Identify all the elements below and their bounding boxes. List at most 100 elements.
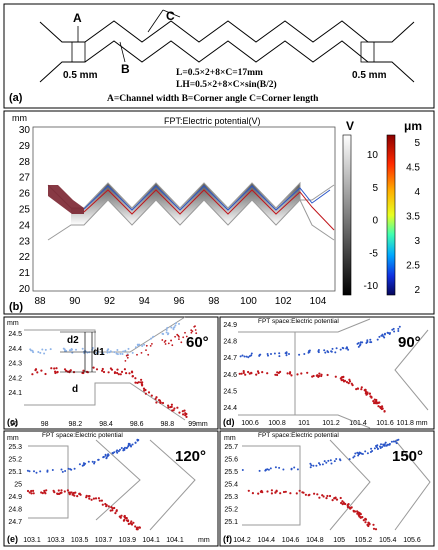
cbar-color-ticks: 5 4.5 4 3.5 3 2.5 2 xyxy=(406,138,420,296)
particle-dot xyxy=(87,460,90,463)
particle-dot xyxy=(360,388,363,391)
particle-dot xyxy=(123,515,126,518)
particle-dot xyxy=(369,338,372,341)
particle-dot xyxy=(383,444,386,447)
particle-dot xyxy=(69,369,72,372)
panel-e-title: FPT space:Electric potential xyxy=(42,432,123,439)
particle-dot xyxy=(97,458,100,461)
particle-dot xyxy=(161,339,164,341)
particle-dot xyxy=(37,351,40,353)
particle-dot xyxy=(143,389,146,392)
particle-dot xyxy=(105,456,108,459)
particle-dot xyxy=(316,374,319,377)
particle-dot xyxy=(362,519,365,522)
particle-dot xyxy=(303,353,306,355)
panel-a-frame xyxy=(3,3,435,109)
particle-dot xyxy=(286,372,289,375)
cbar-color-tick-4: 3 xyxy=(414,236,420,247)
particle-dot xyxy=(296,373,299,376)
d-xtick-6: 101.8 mm xyxy=(396,420,427,427)
particle-dot xyxy=(30,489,33,493)
particle-dot xyxy=(364,388,367,391)
particle-dot xyxy=(379,445,381,448)
particle-dot xyxy=(319,463,321,466)
particle-dot xyxy=(178,338,180,340)
particle-dot xyxy=(356,512,359,515)
particle-dot xyxy=(150,337,152,340)
particle-dot xyxy=(107,371,110,374)
panel-b-y-unit: mm xyxy=(12,113,27,123)
particle-dot xyxy=(258,469,261,472)
b-ytick-4: 26 xyxy=(19,189,31,200)
particle-dot xyxy=(60,491,63,494)
particle-dot xyxy=(55,367,58,370)
panel-e-y-ticks: 25.3 25.2 25.1 25 24.9 24.8 24.7 xyxy=(8,444,22,526)
particle-dot xyxy=(316,493,319,496)
particle-dot xyxy=(373,398,376,401)
panel-d-wall-right xyxy=(394,329,429,411)
panel-f-title: FPT space:Electric potential xyxy=(258,432,339,439)
particle-dot xyxy=(333,460,336,463)
particle-dot xyxy=(161,332,164,335)
cbar-gray-tick-2: 0 xyxy=(372,216,378,227)
particle-dot xyxy=(176,406,179,409)
particle-dot xyxy=(132,521,135,524)
panel-c-particles xyxy=(29,322,198,418)
particle-dot xyxy=(387,332,390,334)
particle-dot xyxy=(141,345,144,347)
angle-60: 60° xyxy=(186,334,209,351)
particle-dot xyxy=(147,353,150,356)
particle-dot xyxy=(178,322,180,325)
particle-dot xyxy=(94,497,98,500)
dim-d2: d2 xyxy=(67,335,79,346)
particle-dot xyxy=(72,492,75,495)
panel-label-e: (e) xyxy=(7,534,18,544)
b-ytick-0: 30 xyxy=(19,125,31,136)
panel-e-wall-inner xyxy=(95,439,141,521)
particle-dot xyxy=(326,494,329,498)
particle-dot xyxy=(247,356,250,359)
particle-dot xyxy=(266,490,269,493)
particle-dot xyxy=(331,347,334,350)
particle-dot xyxy=(282,468,285,471)
b-ytick-9: 21 xyxy=(19,268,31,279)
particle-dot xyxy=(274,373,277,376)
particle-dot xyxy=(155,396,158,399)
particle-dot xyxy=(390,440,393,443)
c-xtick-2: 98.2 xyxy=(69,421,83,428)
particle-dot xyxy=(320,374,323,378)
particle-dot xyxy=(46,469,49,472)
b-xtick-2: 92 xyxy=(104,296,116,307)
particle-dot xyxy=(347,348,350,351)
particle-dot xyxy=(131,375,134,378)
particle-dot xyxy=(128,372,131,375)
letter-a: A xyxy=(73,11,82,25)
particle-dot xyxy=(382,443,385,446)
particle-dot xyxy=(36,371,39,374)
angle-120: 120° xyxy=(175,448,206,465)
panel-d-x-ticks: 100.6 100.8 101 101.2 101.4 101.6 101.8 mm xyxy=(241,420,427,427)
particle-dot xyxy=(270,353,272,355)
particle-dot xyxy=(174,335,177,338)
particle-dot xyxy=(31,489,35,492)
particle-dot xyxy=(288,353,290,355)
e-xtick-1: 103.3 xyxy=(47,537,65,544)
particle-dot xyxy=(51,469,54,471)
particle-dot xyxy=(183,409,186,412)
particle-dot xyxy=(352,456,355,459)
angle-150: 150° xyxy=(392,448,423,465)
particle-dot xyxy=(53,367,56,370)
particle-trace-blue xyxy=(83,185,331,211)
cbar-gray-unit: V xyxy=(346,119,354,133)
particle-dot xyxy=(139,381,143,384)
particle-dot xyxy=(266,372,269,375)
particle-dot xyxy=(161,401,165,405)
particle-dot xyxy=(185,415,188,418)
particle-dot xyxy=(372,527,376,530)
particle-dot xyxy=(195,332,198,335)
e-xtick-3: 103.7 xyxy=(95,537,113,544)
cbar-color-unit: μm xyxy=(404,119,422,133)
panel-f-wall-inner xyxy=(329,439,371,531)
particle-dot xyxy=(364,518,368,521)
particle-dot xyxy=(142,387,146,390)
